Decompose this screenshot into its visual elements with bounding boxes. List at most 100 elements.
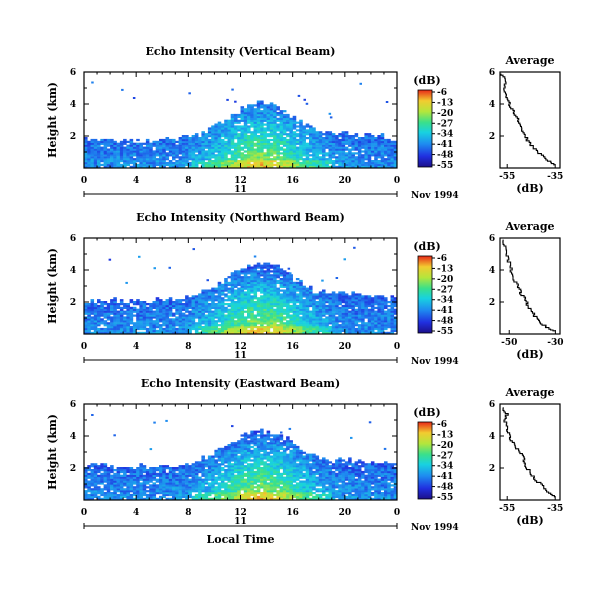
heatmap-cell <box>351 142 355 145</box>
heatmap-cell <box>318 322 323 325</box>
heatmap-cell <box>90 308 95 311</box>
heatmap-cell <box>393 165 398 169</box>
heatmap-cell <box>266 156 271 159</box>
heatmap-cell <box>119 490 124 493</box>
heatmap-cell <box>136 495 140 499</box>
heatmap-cell <box>331 165 336 169</box>
heatmap-cell <box>90 152 95 155</box>
heatmap-cell <box>220 158 225 161</box>
heatmap-cell <box>165 320 170 323</box>
heatmap-cell <box>106 152 111 155</box>
heatmap-cell <box>204 138 209 142</box>
heatmap-cell <box>243 131 248 134</box>
heatmap-cell <box>234 289 238 292</box>
heatmap-cell <box>309 148 313 151</box>
heatmap-cell <box>260 308 264 311</box>
heatmap-cell <box>188 312 192 315</box>
heatmap-cell <box>175 299 179 302</box>
heatmap-cell <box>142 306 147 310</box>
heatmap-cell <box>230 150 235 153</box>
heatmap-cell <box>162 154 166 157</box>
heatmap-cell <box>136 493 140 497</box>
heatmap-cell <box>211 474 215 477</box>
heatmap-cell <box>237 457 241 460</box>
heatmap-cell <box>286 161 290 165</box>
heatmap-cell <box>211 329 215 333</box>
heatmap-cell <box>230 295 235 298</box>
heatmap-cell <box>266 299 271 302</box>
heatmap-cell <box>328 316 333 319</box>
heatmap-cell <box>136 312 140 315</box>
heatmap-cell <box>129 320 134 323</box>
heatmap-cell <box>364 329 368 333</box>
heatmap-cell <box>266 160 271 163</box>
heatmap-cell <box>263 140 267 144</box>
heatmap-cell <box>123 469 127 472</box>
heatmap-cell <box>359 82 362 85</box>
heatmap-cell <box>269 117 274 121</box>
heatmap-cell <box>250 329 254 333</box>
heatmap-cell <box>289 329 293 333</box>
heatmap-cell <box>178 474 183 477</box>
heatmap-cell <box>364 146 368 149</box>
heatmap-cell <box>328 142 333 145</box>
heatmap-cell <box>322 306 326 310</box>
heatmap-cell <box>234 465 238 468</box>
heatmap-cell <box>269 314 274 317</box>
heatmap-cell <box>217 297 222 300</box>
heatmap-cell <box>230 160 235 163</box>
heatmap-cell <box>119 474 124 477</box>
heatmap-cell <box>295 304 300 308</box>
heatmap-cell <box>159 486 163 489</box>
heatmap-cell <box>87 303 91 306</box>
heatmap-cell <box>309 127 313 130</box>
heatmap-cell <box>260 285 264 288</box>
heatmap-cell <box>253 125 258 128</box>
heatmap-cell <box>116 488 121 491</box>
heatmap-cell <box>234 316 238 319</box>
heatmap-cell <box>139 310 143 313</box>
heatmap-cell <box>335 316 339 319</box>
heatmap-cell <box>331 142 336 145</box>
heatmap-cell <box>286 316 290 319</box>
heatmap-cell <box>335 301 339 304</box>
heatmap-cell <box>348 316 352 319</box>
heatmap-cell <box>211 304 215 308</box>
heatmap-cell <box>116 161 121 165</box>
heatmap-cell <box>243 310 248 313</box>
heatmap-cell <box>237 461 241 464</box>
heatmap-cell <box>84 472 88 476</box>
heatmap-cell <box>325 146 329 149</box>
heatmap-cell <box>377 310 381 313</box>
heatmap-cell <box>181 303 186 306</box>
heatmap-cell <box>263 112 267 115</box>
heatmap-cell <box>237 119 241 122</box>
heatmap-cell <box>292 160 297 163</box>
heatmap-cell <box>269 125 274 128</box>
heatmap-cell <box>84 156 88 159</box>
heatmap-cell <box>97 474 101 477</box>
heatmap-cell <box>247 121 251 124</box>
heatmap-cell <box>181 161 186 165</box>
heatmap-cell <box>328 308 333 311</box>
heatmap-cell <box>214 304 218 308</box>
heatmap-cell <box>260 291 264 294</box>
heatmap-cell <box>119 314 124 317</box>
heatmap-cell <box>243 144 248 147</box>
heatmap-cell <box>172 469 176 472</box>
heatmap-cell <box>165 148 170 151</box>
heatmap-cell <box>132 322 137 325</box>
heatmap-cell <box>299 304 303 308</box>
heatmap-cell <box>260 289 264 292</box>
heatmap-cell <box>344 142 349 145</box>
heatmap-cell <box>155 488 160 491</box>
heatmap-cell <box>253 110 258 113</box>
heatmap-cell <box>325 331 329 335</box>
heatmap-cell <box>361 158 365 161</box>
heatmap-cell <box>194 312 199 315</box>
heatmap-cell <box>240 310 245 313</box>
heatmap-cell <box>357 142 362 145</box>
heatmap-cell <box>188 161 192 165</box>
heatmap-cell <box>325 160 329 163</box>
heatmap-cell <box>344 308 349 311</box>
